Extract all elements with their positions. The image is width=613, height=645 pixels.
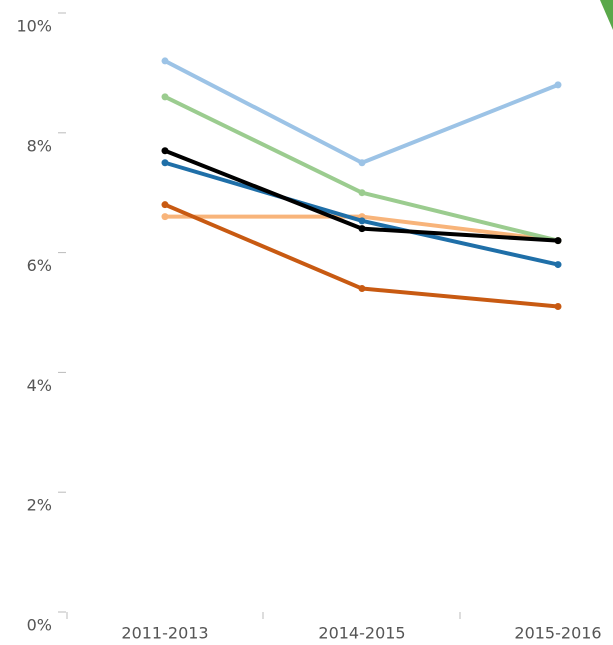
point [554,237,562,245]
point [161,147,169,155]
point [554,261,562,269]
point [161,159,169,167]
point [161,57,169,65]
x-tick-label: 2014-2015 [318,624,405,643]
point [358,189,366,197]
point [161,93,169,101]
y-tick-label: 0% [27,616,52,635]
point [358,285,366,293]
point [358,159,366,167]
corner-icon [600,0,613,30]
point [358,217,366,225]
x-tick-label: 2011-2013 [121,624,208,643]
point [554,81,562,89]
y-tick-label: 2% [27,496,52,515]
y-tick-label: 8% [27,136,52,155]
series-line [164,59,559,165]
y-tick-label: 10% [16,17,52,36]
x-tick-label: 2015-2016 [514,624,601,643]
y-tick-label: 4% [27,376,52,395]
point [554,303,562,311]
point [358,225,366,233]
y-tick-label: 6% [27,256,52,275]
point [161,201,169,209]
point [161,213,169,221]
